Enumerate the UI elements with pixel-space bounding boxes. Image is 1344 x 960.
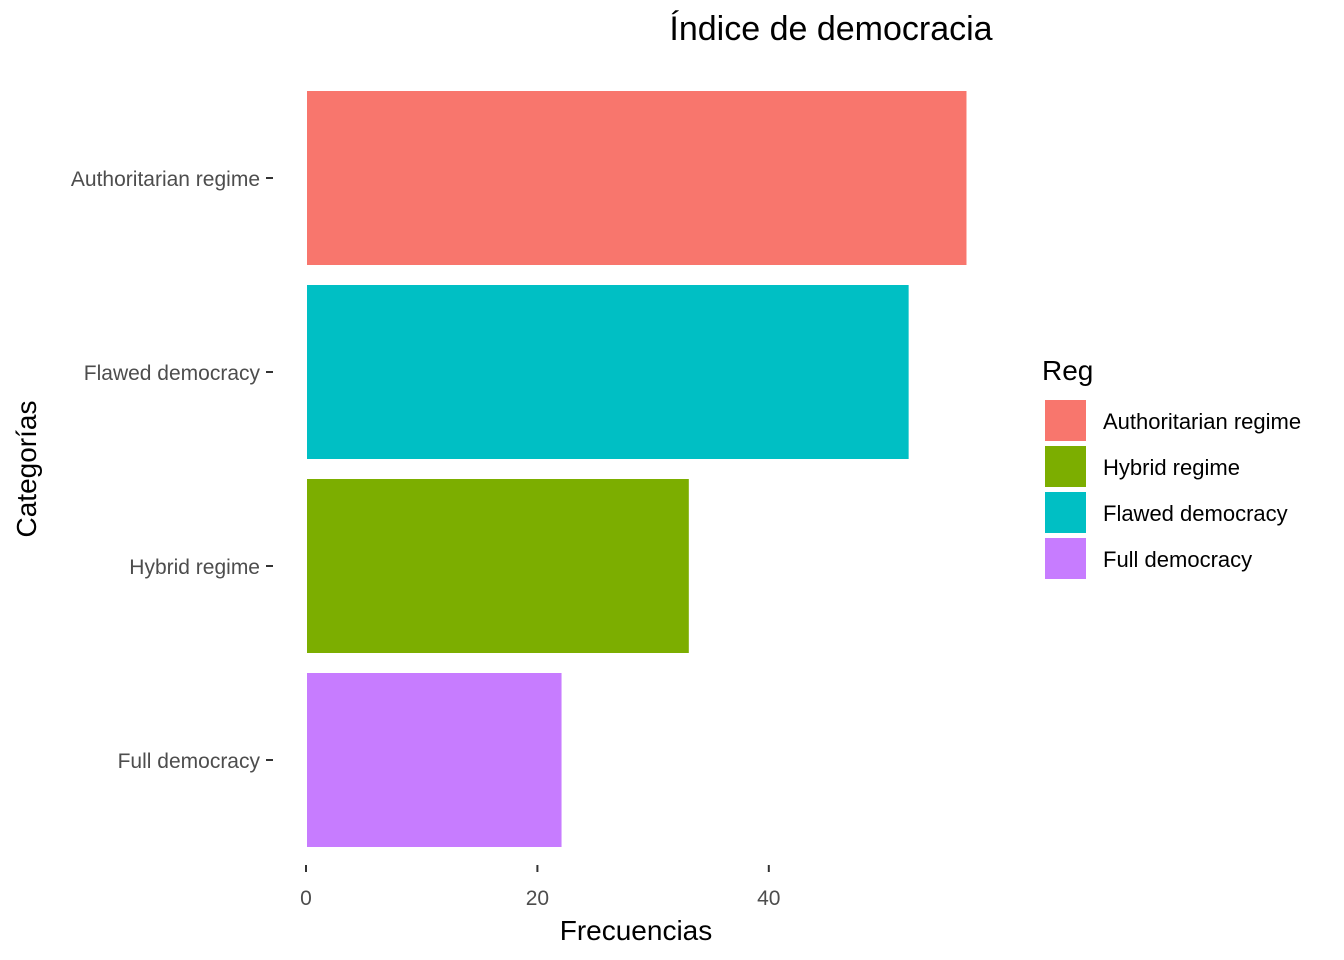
legend-label: Hybrid regime	[1103, 455, 1240, 480]
legend: Reg Authoritarian regime Hybrid regime Fla…	[1042, 355, 1301, 581]
y-axis-ticks: Authoritarian regime Flawed democracy Hybr…	[71, 168, 273, 773]
legend-title: Reg	[1042, 355, 1093, 386]
legend-swatch	[1043, 490, 1088, 535]
y-axis-title: Categorías	[11, 401, 42, 538]
y-tick-label: Flawed democracy	[84, 362, 261, 385]
legend-items: Authoritarian regime Hybrid regime Flawed …	[1043, 398, 1301, 581]
chart-title: Índice de democracia	[669, 10, 992, 48]
x-axis-ticks: 0 20 40	[300, 865, 780, 910]
legend-label: Flawed democracy	[1103, 501, 1288, 526]
legend-label: Full democracy	[1103, 547, 1252, 572]
y-tick-label: Hybrid regime	[129, 556, 260, 579]
bars-group	[307, 91, 967, 847]
legend-swatch	[1043, 398, 1088, 443]
y-tick-label: Authoritarian regime	[71, 168, 260, 191]
x-tick-label: 40	[757, 887, 780, 910]
y-tick-label: Full democracy	[118, 750, 261, 773]
bar-full-democracy	[307, 673, 562, 847]
x-tick-label: 0	[300, 887, 312, 910]
legend-swatch	[1043, 444, 1088, 489]
bar-hybrid-regime	[307, 479, 689, 653]
bar-authoritarian-regime	[307, 91, 967, 265]
bar-flawed-democracy	[307, 285, 909, 459]
legend-swatch	[1043, 536, 1088, 581]
x-tick-label: 20	[526, 887, 549, 910]
x-axis-title: Frecuencias	[560, 915, 713, 946]
legend-label: Authoritarian regime	[1103, 409, 1301, 434]
